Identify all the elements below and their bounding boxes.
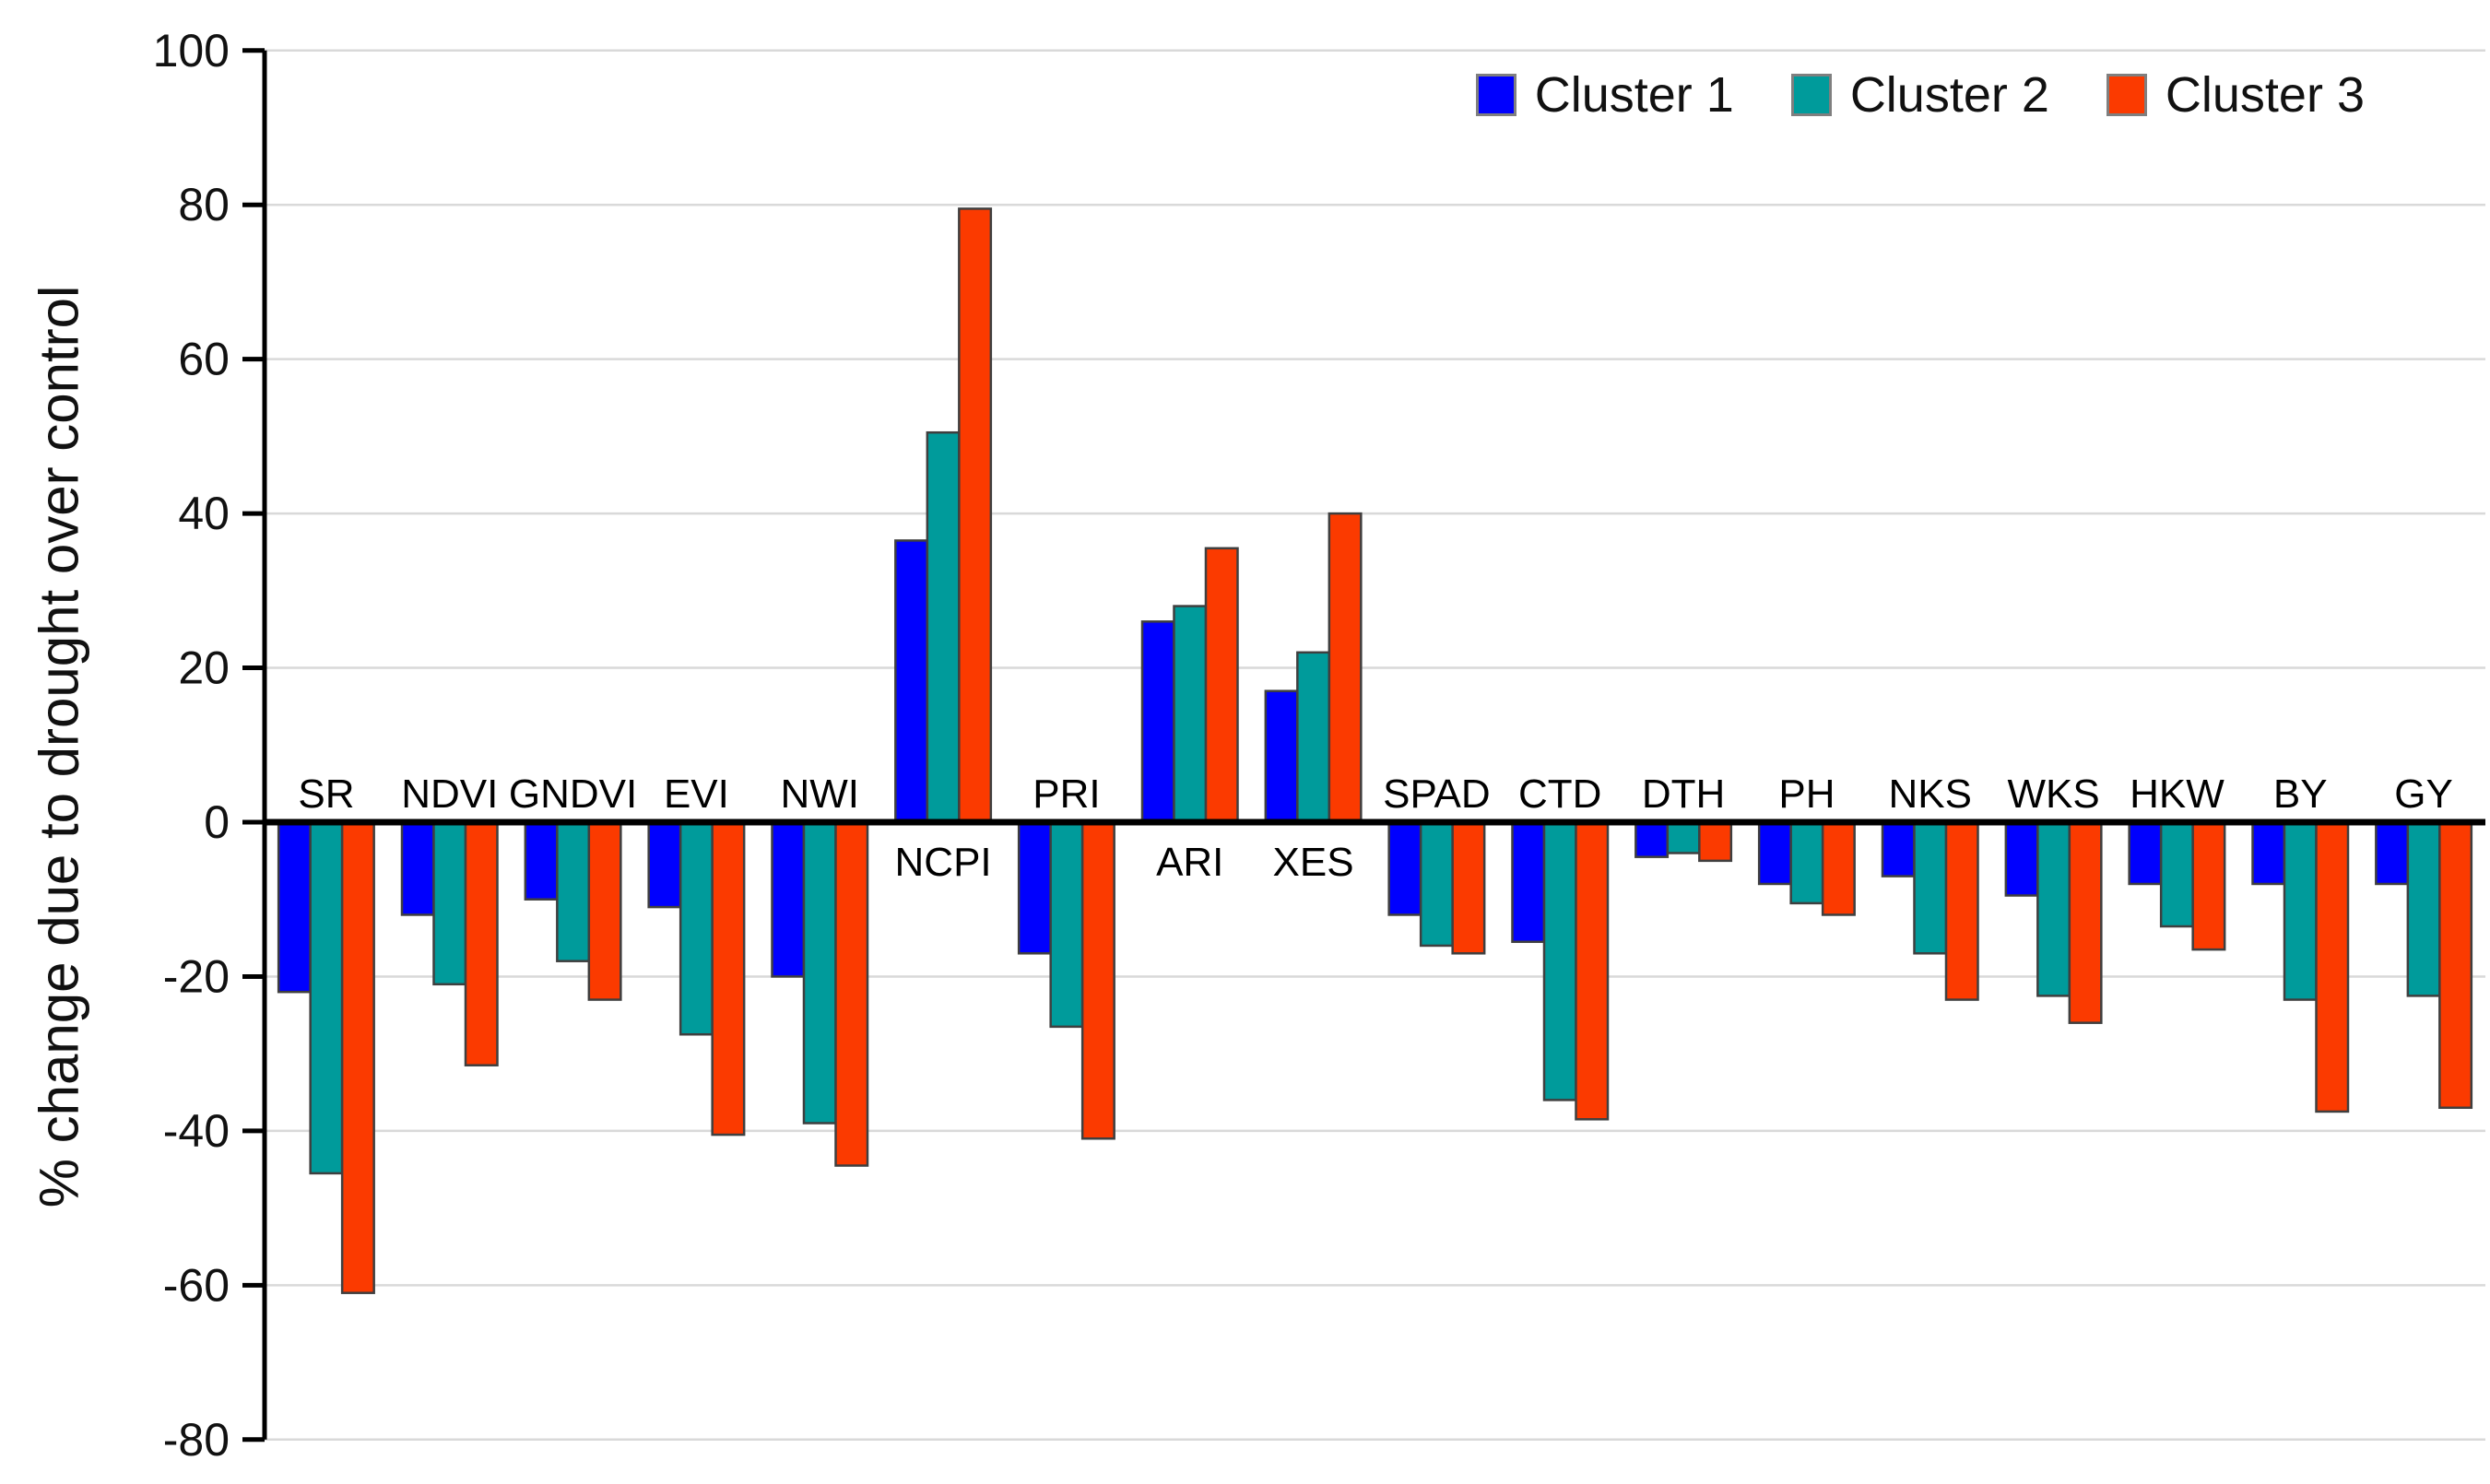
bar-ph-cluster-3 xyxy=(1821,820,1856,916)
y-tick-label: -20 xyxy=(163,950,230,1002)
bar-gndvi-cluster-1 xyxy=(524,820,559,901)
bar-ari-cluster-1 xyxy=(1140,620,1175,824)
bar-ph-cluster-2 xyxy=(1789,820,1824,905)
bar-xes-cluster-2 xyxy=(1296,651,1331,824)
bar-ari-cluster-2 xyxy=(1173,605,1208,824)
bar-gy-cluster-3 xyxy=(2438,820,2473,1110)
category-label-nks: NKS xyxy=(1889,771,1972,817)
bar-nks-cluster-2 xyxy=(1913,820,1948,955)
bar-by-cluster-3 xyxy=(2315,820,2350,1113)
bar-gndvi-cluster-3 xyxy=(587,820,622,1001)
category-label-ndvi: NDVI xyxy=(401,771,498,817)
legend-item-cluster-3: Cluster 3 xyxy=(2106,70,2365,120)
category-label-spad: SPAD xyxy=(1383,771,1491,817)
bar-sr-cluster-2 xyxy=(309,820,344,1175)
bar-ndvi-cluster-2 xyxy=(432,820,467,986)
bar-hkw-cluster-1 xyxy=(2128,820,2163,886)
bar-pri-cluster-1 xyxy=(1017,820,1052,955)
bar-nks-cluster-1 xyxy=(1881,820,1916,877)
bar-sr-cluster-3 xyxy=(340,820,375,1294)
y-tick-label: 0 xyxy=(204,796,230,848)
bar-xes-cluster-1 xyxy=(1264,689,1299,824)
bar-ctd-cluster-1 xyxy=(1511,820,1546,944)
category-label-gy: GY xyxy=(2394,771,2453,817)
bar-spad-cluster-3 xyxy=(1451,820,1486,955)
bar-pri-cluster-3 xyxy=(1080,820,1115,1140)
y-tick-label: 60 xyxy=(178,334,230,385)
y-axis-title: % change due to drought over control xyxy=(28,285,90,1208)
legend-swatch-cluster-2 xyxy=(1790,74,1832,116)
bar-hkw-cluster-2 xyxy=(2159,820,2194,928)
bar-dth-cluster-3 xyxy=(1698,820,1733,863)
y-tick-label: -80 xyxy=(163,1414,230,1466)
category-label-by: BY xyxy=(2273,771,2328,817)
bar-ctd-cluster-2 xyxy=(1542,820,1577,1101)
category-label-ncpi: NCPI xyxy=(895,840,992,885)
category-label-xes: XES xyxy=(1273,840,1354,885)
bar-dth-cluster-2 xyxy=(1666,820,1701,854)
category-label-hkw: HKW xyxy=(2130,771,2224,817)
bar-spad-cluster-2 xyxy=(1419,820,1454,948)
legend-swatch-cluster-3 xyxy=(2106,74,2147,116)
bar-nwi-cluster-2 xyxy=(802,820,837,1125)
bar-nwi-cluster-3 xyxy=(834,820,869,1167)
bar-wks-cluster-3 xyxy=(2068,820,2103,1024)
bar-nwi-cluster-1 xyxy=(771,820,806,978)
category-label-gndvi: GNDVI xyxy=(509,771,637,817)
y-tick-label: 20 xyxy=(178,642,230,694)
category-label-ph: PH xyxy=(1778,771,1835,817)
bar-evi-cluster-3 xyxy=(711,820,746,1137)
bar-hkw-cluster-3 xyxy=(2191,820,2226,951)
bar-gy-cluster-2 xyxy=(2406,820,2441,997)
category-label-ctd: CTD xyxy=(1518,771,1601,817)
bar-ncpi-cluster-3 xyxy=(958,207,993,824)
bar-ncpi-cluster-1 xyxy=(894,539,929,824)
bar-ari-cluster-3 xyxy=(1204,547,1239,824)
legend: Cluster 1 Cluster 2 Cluster 3 xyxy=(1475,67,2365,123)
category-label-pri: PRI xyxy=(1033,771,1100,817)
category-label-evi: EVI xyxy=(664,771,729,817)
bar-by-cluster-2 xyxy=(2283,820,2318,1001)
y-tick-label: -40 xyxy=(163,1105,230,1157)
bar-pri-cluster-2 xyxy=(1049,820,1084,1029)
y-tick-label: -60 xyxy=(163,1259,230,1311)
category-label-ari: ARI xyxy=(1156,840,1223,885)
bar-ph-cluster-1 xyxy=(1757,820,1792,886)
y-tick-label: 100 xyxy=(153,25,230,77)
bar-ncpi-cluster-2 xyxy=(926,430,961,824)
bar-sr-cluster-1 xyxy=(277,820,312,994)
category-label-nwi: NWI xyxy=(780,771,859,817)
bar-nks-cluster-3 xyxy=(1944,820,1979,1001)
bar-evi-cluster-1 xyxy=(647,820,682,909)
legend-swatch-cluster-1 xyxy=(1475,74,1516,116)
category-label-wks: WKS xyxy=(2007,771,2099,817)
bar-gndvi-cluster-2 xyxy=(556,820,591,962)
category-label-dth: DTH xyxy=(1642,771,1725,817)
bar-ctd-cluster-3 xyxy=(1575,820,1610,1121)
legend-label-cluster-1: Cluster 1 xyxy=(1534,67,1734,123)
bar-ndvi-cluster-3 xyxy=(464,820,499,1066)
category-label-sr: SR xyxy=(298,771,354,817)
bar-wks-cluster-2 xyxy=(2036,820,2071,997)
legend-label-cluster-3: Cluster 3 xyxy=(2165,67,2365,123)
bar-evi-cluster-2 xyxy=(679,820,714,1036)
bar-gy-cluster-1 xyxy=(2375,820,2410,886)
bar-by-cluster-1 xyxy=(2251,820,2286,886)
y-tick-label: 80 xyxy=(178,179,230,230)
bar-dth-cluster-1 xyxy=(1634,820,1670,858)
bar-spad-cluster-1 xyxy=(1387,820,1422,916)
y-tick-label: 40 xyxy=(178,488,230,539)
bar-ndvi-cluster-1 xyxy=(400,820,435,916)
legend-item-cluster-1: Cluster 1 xyxy=(1475,67,1734,123)
bar-xes-cluster-3 xyxy=(1328,512,1363,824)
bar-wks-cluster-1 xyxy=(2004,820,2039,897)
legend-item-cluster-2: Cluster 2 xyxy=(1790,67,2049,123)
legend-label-cluster-2: Cluster 2 xyxy=(1849,67,2049,123)
